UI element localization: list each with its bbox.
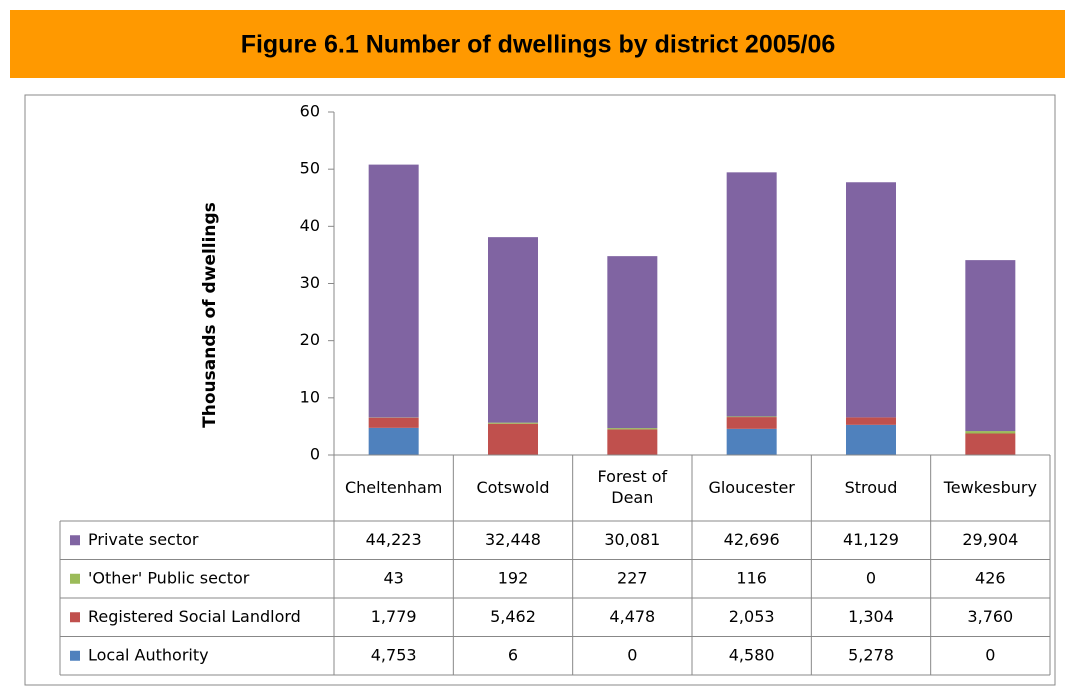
table-value: 29,904	[962, 530, 1018, 549]
table-value: 2,053	[729, 607, 775, 626]
table-value: 4,580	[729, 645, 775, 664]
table-value: 0	[985, 645, 995, 664]
bar-segment	[488, 423, 538, 455]
table-value: 227	[617, 568, 648, 587]
y-tick-label: 20	[300, 330, 320, 349]
bar-segment	[726, 172, 777, 417]
table-value: 4,478	[609, 607, 655, 626]
table-value: 44,223	[366, 530, 422, 549]
x-tick-label-box: Cheltenham	[344, 477, 443, 497]
legend-label: 'Other' Public sector	[88, 568, 250, 587]
bar-segment	[368, 164, 419, 418]
y-axis-label: Thousands of dwellings	[200, 202, 220, 428]
bar-segment	[965, 433, 1016, 455]
table-value: 0	[627, 645, 637, 664]
bar-segment	[965, 260, 1016, 432]
bar-segment	[607, 256, 658, 429]
table-value: 42,696	[724, 530, 780, 549]
y-tick-label: 10	[300, 387, 320, 406]
table-value: 3,760	[967, 607, 1013, 626]
table-value: 1,304	[848, 607, 894, 626]
y-tick-label: 30	[300, 273, 320, 292]
legend-swatch	[70, 612, 80, 623]
bar-segment	[965, 431, 1016, 434]
table-value: 30,081	[604, 530, 660, 549]
legend-swatch	[70, 535, 80, 546]
x-tick-label-box: Stroud	[844, 477, 898, 497]
bar-segment	[726, 428, 777, 455]
x-tick-label: Forest of Dean	[597, 467, 668, 507]
y-tick-label: 50	[300, 159, 320, 178]
bar-segment	[846, 182, 896, 418]
table-value: 6	[508, 645, 518, 664]
table-value: 4,753	[371, 645, 417, 664]
bar-segment	[726, 417, 777, 429]
legend-swatch	[70, 650, 80, 661]
x-tick-label: Tewkesbury	[943, 477, 1037, 497]
chart-frame	[24, 94, 1056, 686]
table-value: 426	[975, 568, 1006, 587]
table-value: 5,462	[490, 607, 536, 626]
legend-label: Private sector	[88, 530, 199, 549]
y-tick-label: 0	[310, 445, 320, 464]
x-tick-label: Stroud	[844, 477, 898, 497]
y-tick-label: 60	[300, 102, 320, 121]
legend-label: Registered Social Landlord	[88, 607, 301, 626]
x-tick-label-box: Forest of Dean	[597, 467, 668, 507]
bar-segment	[726, 416, 777, 418]
legend-label: Local Authority	[88, 645, 209, 664]
x-tick-label-box: Cotswold	[476, 477, 550, 497]
bar-segment	[846, 417, 896, 425]
table-value: 0	[866, 568, 876, 587]
bar-segment	[607, 428, 658, 430]
table-value: 1,779	[371, 607, 417, 626]
bar-segment	[846, 424, 896, 455]
bar-segment	[488, 422, 538, 424]
x-tick-label-box: Tewkesbury	[943, 477, 1037, 497]
bar-segment	[488, 237, 538, 423]
table-value: 32,448	[485, 530, 541, 549]
x-tick-label: Cheltenham	[344, 477, 443, 497]
y-tick-label: 40	[300, 216, 320, 235]
table-value: 43	[383, 568, 403, 587]
legend-swatch	[70, 573, 80, 584]
table-value: 116	[736, 568, 767, 587]
x-tick-label-box: Gloucester	[708, 477, 795, 497]
x-tick-label: Cotswold	[476, 477, 550, 497]
table-value: 41,129	[843, 530, 899, 549]
table-value: 192	[498, 568, 529, 587]
bar-segment	[607, 429, 658, 455]
chart-title: Figure 6.1 Number of dwellings by distri…	[241, 31, 836, 59]
title-band	[10, 10, 1065, 78]
bar-segment	[368, 427, 419, 455]
bar-segment	[368, 417, 419, 428]
x-tick-label: Gloucester	[708, 477, 795, 497]
table-value: 5,278	[848, 645, 894, 664]
